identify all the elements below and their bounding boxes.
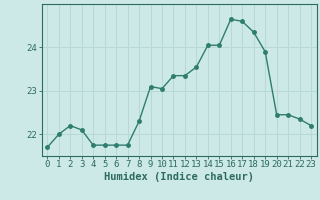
- X-axis label: Humidex (Indice chaleur): Humidex (Indice chaleur): [104, 172, 254, 182]
